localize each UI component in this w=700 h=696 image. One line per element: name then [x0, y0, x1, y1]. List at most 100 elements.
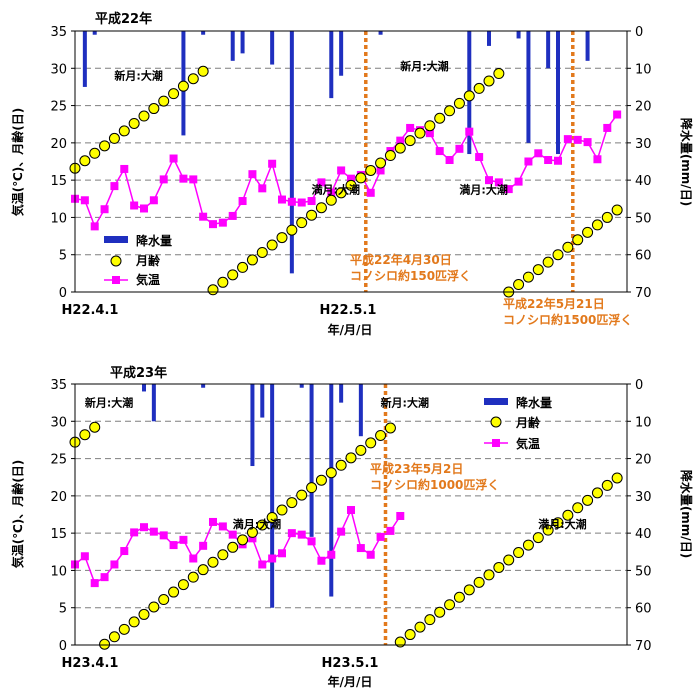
moon-age-point	[266, 239, 278, 251]
temperature-point	[258, 184, 267, 193]
temperature-point	[268, 159, 277, 168]
temperature-point	[100, 573, 109, 582]
rain-bar	[250, 384, 255, 467]
moon-age-point	[542, 256, 554, 268]
temperature-point	[593, 155, 602, 164]
temperature-point	[199, 212, 208, 221]
y-right-axis-title: 降水量(mm/日)	[679, 470, 694, 558]
temperature-point	[149, 196, 158, 205]
moon-age-point	[453, 97, 465, 109]
moon-age-point	[266, 511, 278, 523]
moon-age-point	[532, 264, 544, 276]
moon-age-point	[601, 479, 613, 491]
chart-title: 平成23年	[110, 365, 167, 381]
y-left-tick-label: 30	[50, 62, 67, 77]
moon-age-point	[375, 157, 387, 169]
event-1-label: 平成23年5月2日 コノシロ約1000匹浮く	[370, 461, 499, 492]
temperature-point	[524, 157, 533, 166]
moon-age-point	[89, 147, 101, 159]
moon-age-point	[335, 187, 347, 199]
moon-age-point	[148, 601, 160, 613]
y-left-tick-label: 20	[50, 490, 67, 505]
moon-age-point	[404, 629, 416, 641]
temperature-point	[445, 156, 454, 165]
legend-rain-label: 降水量	[136, 233, 172, 248]
moon-age-point	[246, 526, 258, 538]
y-left-axis-title: 気温(℃)、月齢(日)	[10, 460, 25, 568]
legend-rain-swatch	[484, 398, 508, 405]
phase-annotation: 満月:大潮	[233, 517, 281, 531]
event-1-date: 平成23年5月2日	[370, 461, 463, 476]
moon-age-point	[306, 209, 318, 221]
legend-rain-swatch	[104, 236, 128, 243]
event-1-desc: コノシロ約150匹浮く	[350, 268, 471, 283]
moon-age-point	[414, 127, 426, 139]
y-right-tick-label: 20	[635, 100, 652, 115]
moon-age-point	[562, 509, 574, 521]
phase-annotation: 新月:大潮	[381, 395, 429, 409]
event-2-desc: コノシロ約1500匹浮く	[503, 312, 632, 327]
moon-age-point	[434, 112, 446, 124]
y-right-tick-label: 60	[635, 249, 652, 264]
moon-age-point	[503, 554, 515, 566]
y-right-axis-title: 降水量(mm/日)	[679, 118, 694, 206]
temperature-point	[356, 544, 365, 553]
rain-bar	[546, 31, 551, 69]
temperature-series	[71, 110, 622, 231]
moon-age-point	[444, 105, 456, 117]
y-left-tick-label: 5	[59, 602, 67, 617]
temperature-point	[278, 549, 286, 558]
temperature-point	[327, 188, 336, 197]
moon-age-point	[345, 452, 357, 464]
moon-age-point	[572, 502, 584, 514]
moon-age-point	[158, 95, 170, 107]
moon-age-point	[493, 68, 505, 80]
rain-bar	[201, 384, 206, 388]
moon-age-point	[375, 429, 387, 441]
rain-bar	[151, 384, 156, 422]
phase-annotation: 満月:大潮	[459, 183, 507, 197]
rain-bar	[378, 31, 383, 35]
y-left-tick-label: 15	[50, 527, 67, 542]
rain-bar	[260, 384, 265, 418]
temperature-line	[74, 114, 618, 229]
temperature-point	[130, 201, 139, 210]
moon-age-point	[345, 179, 357, 191]
legend: 降水量 月齢 気温	[484, 395, 552, 451]
temperature-point	[199, 541, 208, 550]
rain-bar	[526, 31, 531, 143]
moon-age-point	[79, 429, 91, 441]
temperature-point	[238, 197, 247, 206]
temperature-point	[425, 129, 434, 138]
event-1-date: 平成22年4月30日	[350, 252, 452, 267]
temperature-point	[465, 127, 474, 136]
legend-temp-marker	[492, 439, 500, 447]
legend-moon-label: 月齢	[135, 253, 161, 268]
moon-age-point	[483, 569, 495, 581]
moon-age-point	[138, 110, 150, 122]
y-right-tick-label: 50	[635, 211, 652, 226]
moon-age-point	[325, 467, 337, 479]
moon-age-point	[463, 90, 475, 102]
y-right-tick-label: 40	[635, 527, 652, 542]
chart-title: 平成22年	[95, 11, 152, 27]
rain-bar	[585, 31, 590, 61]
legend-moon-label: 月齢	[515, 415, 541, 430]
temperature-point	[366, 188, 375, 197]
moon-age-point	[187, 73, 199, 85]
temperature-point	[149, 527, 158, 536]
temperature-point	[376, 532, 385, 541]
rain-bar	[82, 31, 87, 87]
moon-age-point	[217, 276, 229, 288]
moon-age-point	[582, 226, 594, 238]
moon-age-point	[217, 549, 229, 561]
y-right-tick-label: 0	[635, 378, 643, 393]
temperature-point	[110, 182, 119, 191]
event-2-label: 平成22年5月21日 コノシロ約1500匹浮く	[503, 296, 632, 327]
moon-age-point	[424, 120, 436, 132]
temperature-point	[80, 552, 89, 561]
moon-age-point	[128, 616, 140, 628]
temperature-point	[573, 135, 582, 144]
rain-bar	[339, 31, 344, 76]
